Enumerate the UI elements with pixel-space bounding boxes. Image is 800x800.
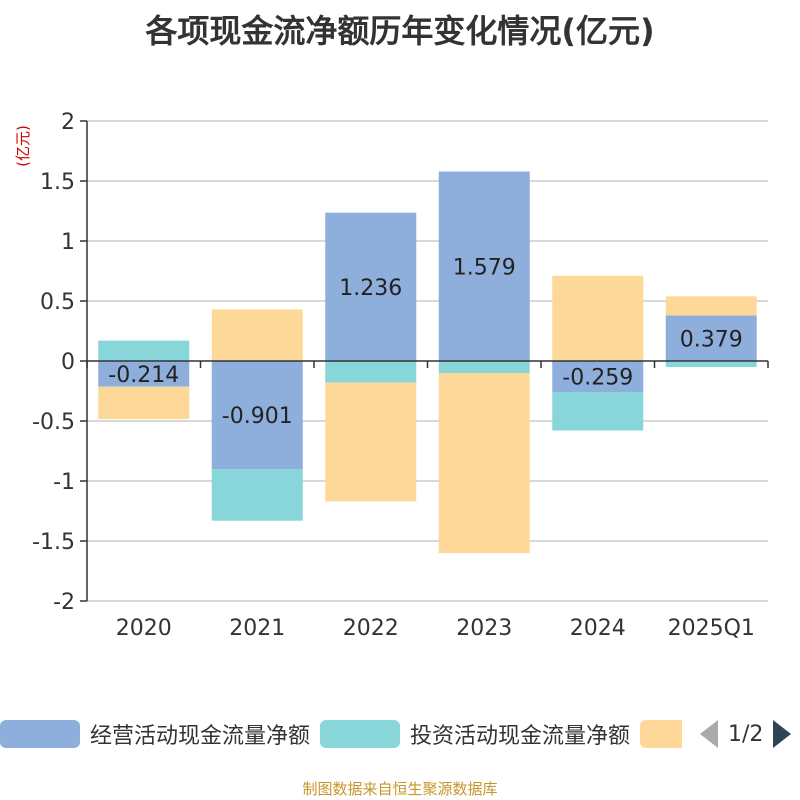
data-label: -0.901 [222,404,293,429]
bar-2020-s1 [98,340,190,361]
bar-2022-s2 [325,382,417,502]
bar-2025Q1-s0 [665,315,757,361]
bar-2025Q1-s2 [665,296,757,316]
x-tick-label: 2022 [343,616,399,641]
legend-swatch-third [640,720,682,748]
data-label: -0.214 [108,363,179,388]
y-tick-label: 0 [61,350,75,375]
x-tick-label: 2024 [570,616,626,641]
data-label: 1.236 [339,276,402,301]
data-label: 1.579 [453,255,516,280]
legend: 经营活动现金流量净额 投资活动现金流量净额 1/2 [0,714,800,754]
data-labels: -0.214 -0.901 1.236 1.579 -0.259 0.379 [108,255,742,429]
legend-pager: 1/2 [700,714,792,754]
legend-item-investing[interactable]: 投资活动现金流量净额 [320,714,630,754]
legend-label-operating: 经营活动现金流量净额 [90,724,311,749]
legend-item-third[interactable] [640,714,682,754]
y-tick-label: -2 [53,590,75,615]
bar-2022-s0 [325,212,417,361]
legend-label-investing: 投资活动现金流量净额 [410,724,631,749]
bar-2021-s2 [211,309,303,361]
y-tick-label: -1.5 [32,530,75,555]
pager-prev-icon[interactable] [700,720,718,748]
y-tick-label: -1 [53,470,75,495]
bar-2024-s1 [552,392,644,431]
x-tick-label: 2020 [116,616,172,641]
pager-page-text: 1/2 [728,721,764,747]
data-label: 0.379 [680,327,743,352]
bar-marks [98,171,757,553]
data-label: -0.259 [562,366,633,391]
bar-2024-s0 [552,361,644,393]
y-tick-label: 0.5 [40,290,75,315]
y-tick-label: 1.5 [40,170,75,195]
x-tick-label: 2021 [229,616,285,641]
bar-2023-s0 [438,171,530,361]
y-axis-title: (亿元) [14,125,32,167]
chart-title: 各项现金流净额历年变化情况(亿元) [145,12,655,50]
x-tick-label: 2025Q1 [668,616,755,641]
pager-next-icon[interactable] [773,720,792,748]
axes: 2 1.5 1 0.5 0 -0.5 -1 -1.5 -2 (亿元) 2020 2021 2022 202… [14,110,769,641]
grid-lines [87,120,768,602]
bar-2021-s0 [211,361,303,470]
y-tick-label: 1 [61,230,75,255]
y-tick-label: 2 [61,110,75,135]
legend-item-operating[interactable]: 经营活动现金流量净额 [0,714,310,754]
bar-2023-s2 [438,373,530,553]
x-tick-label: 2023 [456,616,512,641]
bar-2025Q1-s1 [665,361,757,367]
bar-2022-s1 [325,361,417,383]
bar-2023-s1 [438,361,530,373]
bar-2020-s2 [98,386,190,420]
stacked-bar-chart: 2 1.5 1 0.5 0 -0.5 -1 -1.5 -2 (亿元) 2020 2021 2022 202… [14,110,769,641]
y-tick-label: -0.5 [32,410,75,435]
legend-swatch-investing [320,720,400,748]
legend-swatch-operating [0,720,80,748]
bar-2024-s2 [552,275,644,361]
source-note: 制图数据来自恒生聚源数据库 [302,780,498,798]
bar-2021-s1 [211,469,303,521]
bar-2020-s0 [98,361,190,387]
